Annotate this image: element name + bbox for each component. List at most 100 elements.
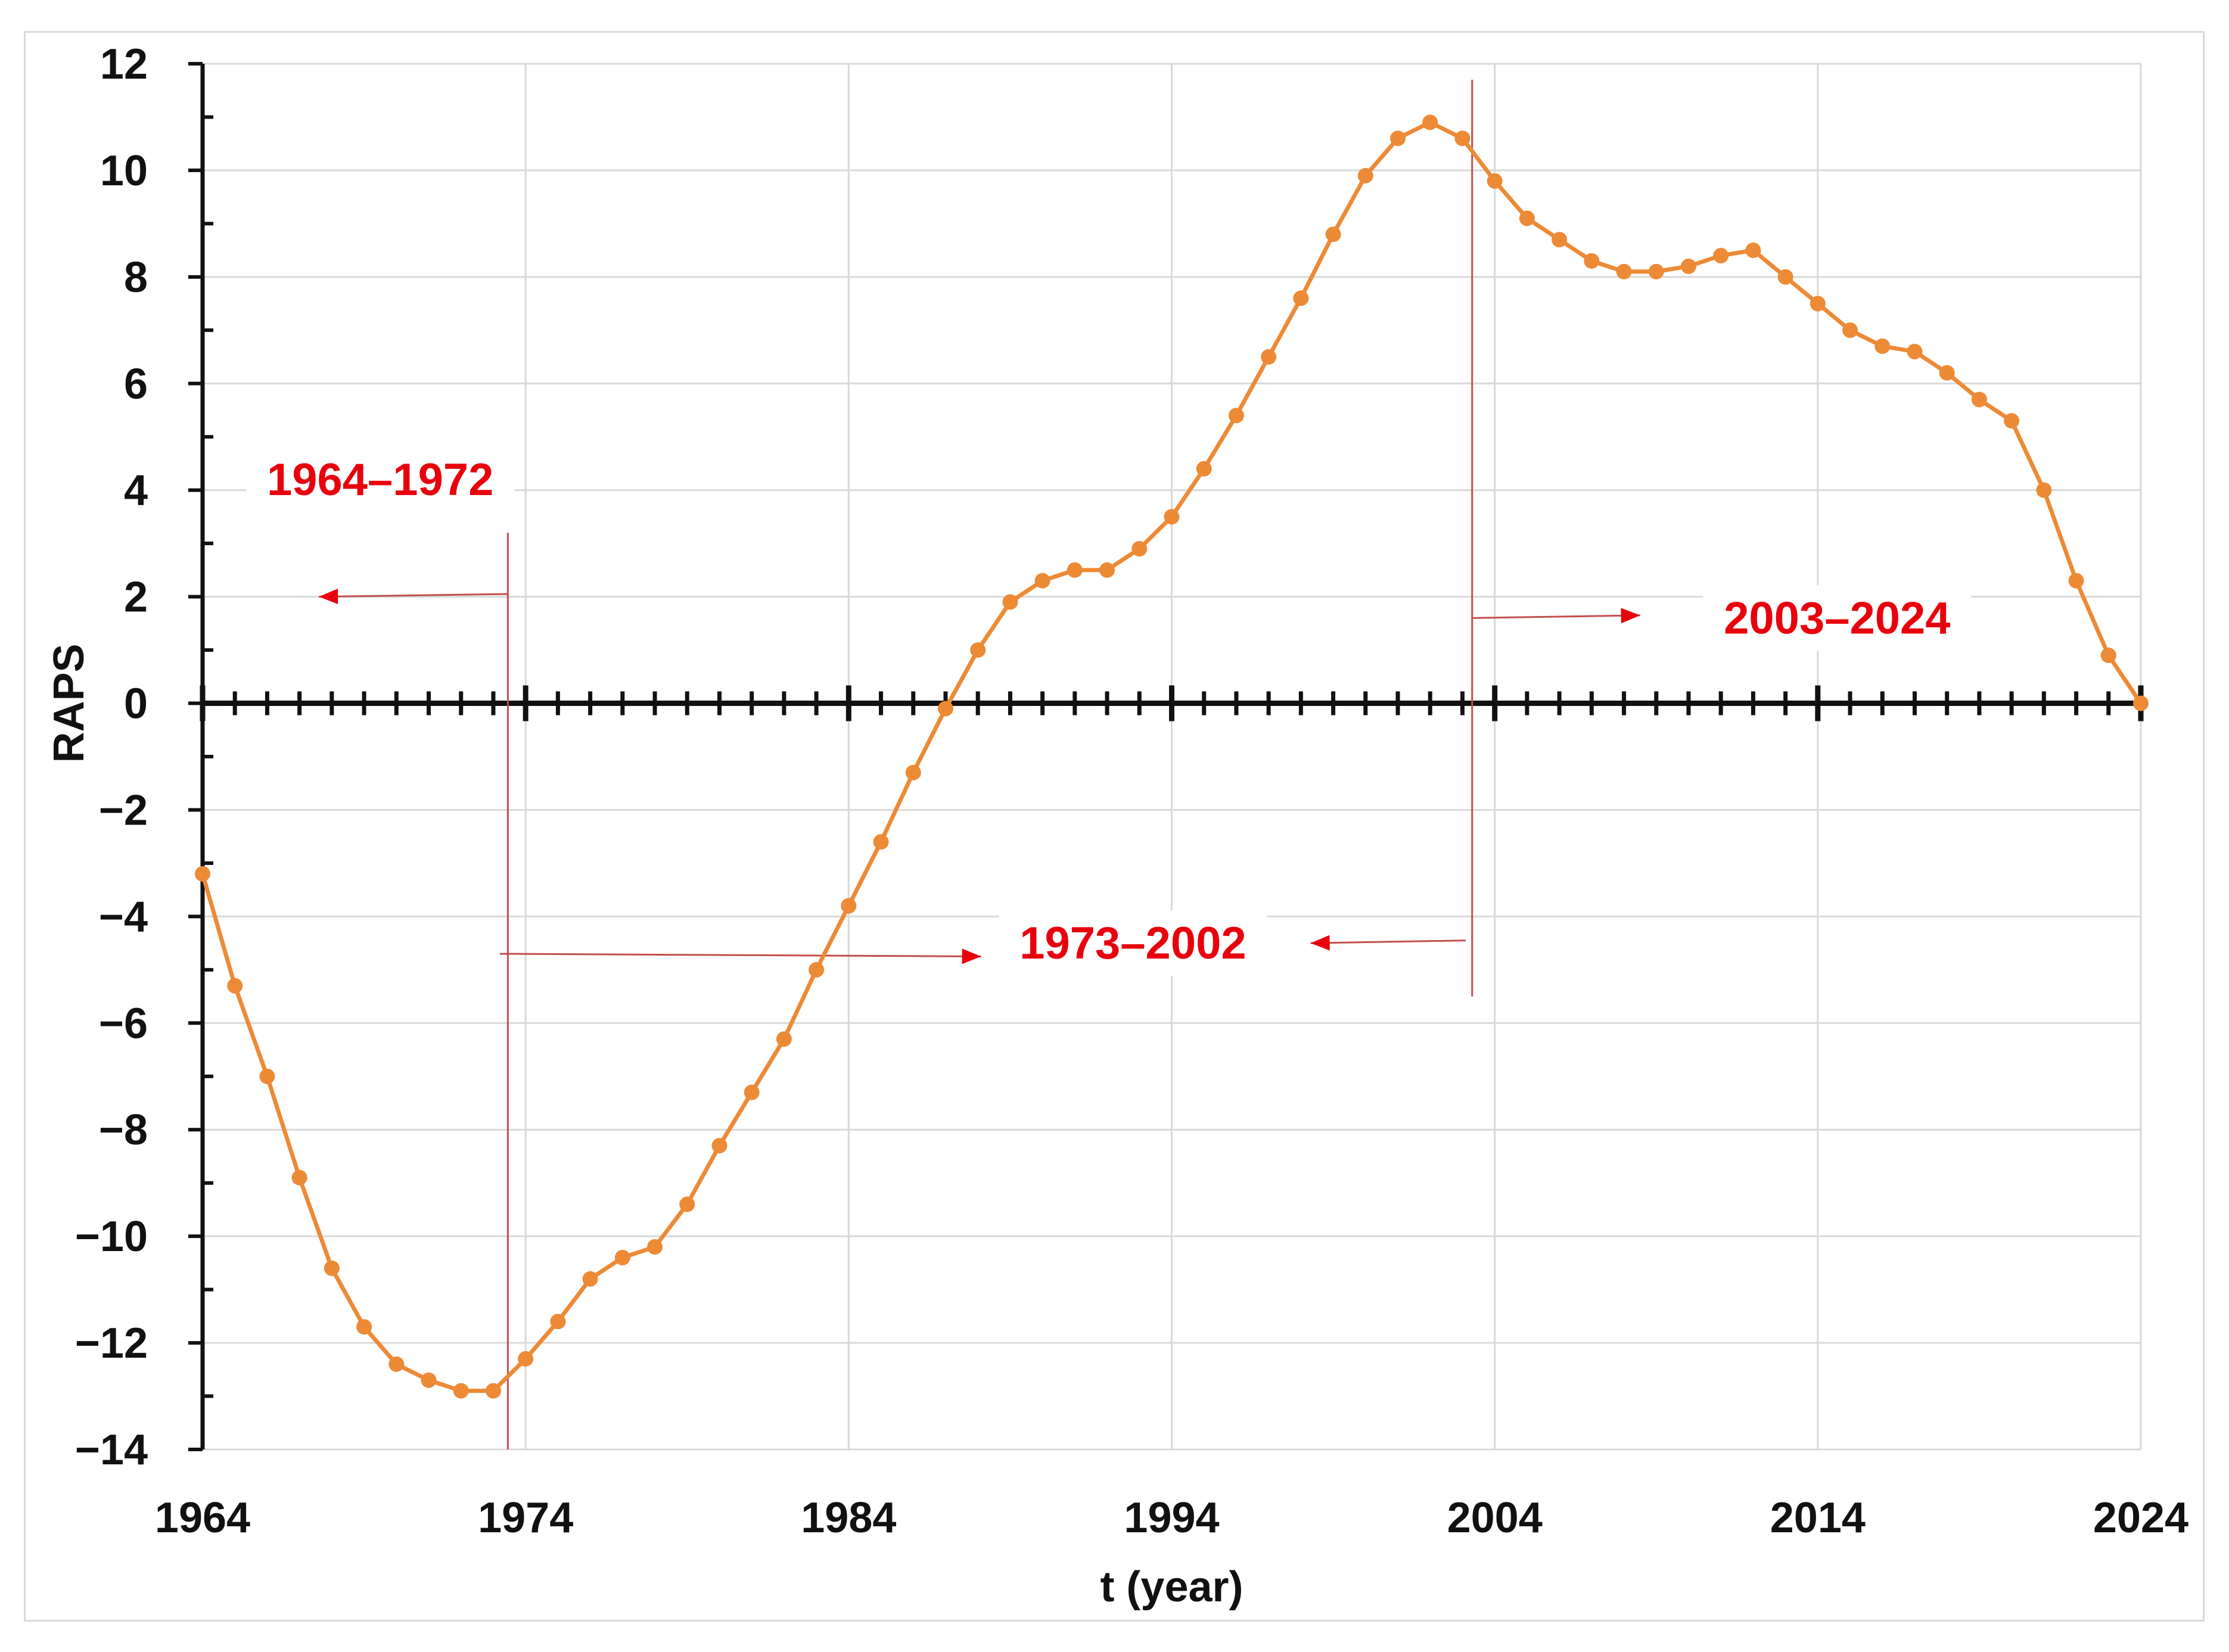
- data-point: [1164, 509, 1180, 525]
- data-point: [841, 898, 857, 914]
- x-tick-label: 1994: [1124, 1494, 1219, 1542]
- data-point: [1745, 242, 1761, 259]
- data-point: [550, 1314, 566, 1330]
- data-point: [518, 1351, 534, 1367]
- y-tick-label: 6: [124, 360, 148, 408]
- annotation-1973-2002: 1973–2002: [1019, 918, 1246, 969]
- y-tick-label: 10: [100, 147, 148, 195]
- y-tick-label: 12: [100, 41, 148, 88]
- annotation-2003-2024: 2003–2024: [1724, 593, 1950, 643]
- data-point: [1261, 349, 1277, 365]
- annotation-1964-1972-background: [246, 446, 515, 512]
- data-point: [809, 962, 825, 978]
- data-point: [259, 1068, 275, 1084]
- arrow-1964-1972-line: [319, 593, 508, 598]
- period-boundaries: [319, 79, 1640, 1449]
- y-tick-label: 0: [124, 680, 148, 728]
- x-tick-label: 1984: [801, 1494, 896, 1542]
- x-axis-title: t (year): [1100, 1563, 1243, 1611]
- grid-lines: [201, 63, 2142, 1451]
- data-point: [2004, 413, 2020, 429]
- data-point: [1810, 295, 1826, 312]
- y-tick-label: −14: [75, 1426, 148, 1474]
- axes: [188, 62, 2144, 1451]
- data-point: [1552, 232, 1568, 248]
- data-point: [324, 1260, 340, 1276]
- data-point: [1616, 263, 1632, 279]
- data-point: [1842, 322, 1858, 338]
- data-point: [1390, 130, 1406, 147]
- data-point: [1131, 541, 1148, 557]
- series-layer: [195, 114, 2149, 1399]
- data-point: [1325, 226, 1341, 242]
- data-point: [356, 1319, 372, 1335]
- data-point: [1293, 290, 1309, 306]
- y-tick-label: 2: [124, 574, 148, 621]
- data-point: [647, 1239, 663, 1255]
- y-tick-label: −12: [75, 1320, 148, 1367]
- data-point: [1228, 407, 1244, 424]
- annotation-2003-2024-background: [1703, 585, 1972, 651]
- data-point: [1454, 130, 1471, 147]
- data-point: [453, 1383, 469, 1399]
- data-point: [1971, 391, 1987, 407]
- arrow-1973-2002-line: [499, 953, 981, 957]
- data-point: [388, 1356, 405, 1372]
- data-point: [1422, 114, 1438, 130]
- data-point: [485, 1383, 501, 1399]
- data-point: [1196, 461, 1212, 477]
- data-point: [1099, 562, 1115, 578]
- data-point: [873, 834, 889, 850]
- y-tick-label: −2: [99, 786, 148, 834]
- data-point: [970, 642, 986, 658]
- period-annotations: 1964–1972 1973–2002 2003–2024: [246, 446, 1972, 976]
- data-point: [195, 866, 210, 882]
- data-point: [679, 1196, 695, 1212]
- arrow-1973-2002-left-head: [1310, 935, 1330, 951]
- data-point: [1907, 344, 1923, 360]
- data-point: [2100, 648, 2116, 664]
- x-tick-label: 2004: [1447, 1494, 1543, 1542]
- data-point: [905, 764, 921, 780]
- y-tick-label: −4: [99, 893, 148, 941]
- x-tick-label: 2014: [1770, 1494, 1866, 1542]
- data-point: [1939, 365, 1955, 381]
- annotation-1973-2002-background: [999, 910, 1267, 976]
- data-point: [2036, 482, 2052, 498]
- arrow-1964-1972-head: [319, 589, 338, 605]
- tick-labels: −14 −12 −10 −8 −6 −4 −2 0 2 4 6 8 10 12 1964 1974 1984 19…: [75, 41, 2188, 1542]
- arrow-2003-2024-head: [1621, 608, 1640, 624]
- data-point: [614, 1249, 630, 1265]
- data-point: [2068, 573, 2084, 589]
- data-point: [1713, 248, 1729, 264]
- data-point: [1648, 263, 1664, 279]
- y-tick-label: −8: [99, 1106, 148, 1154]
- data-point: [1357, 167, 1373, 183]
- data-point: [421, 1372, 437, 1388]
- data-point: [744, 1084, 760, 1100]
- data-point: [711, 1138, 728, 1154]
- data-point: [937, 701, 953, 717]
- data-point: [1487, 173, 1503, 189]
- x-tick-label: 2024: [2093, 1494, 2188, 1542]
- arrow-1973-2002-left-line: [1310, 939, 1466, 944]
- data-point: [1067, 562, 1083, 578]
- y-axis-title: RAPS: [45, 644, 93, 763]
- data-point: [1002, 594, 1018, 610]
- y-tick-label: −6: [99, 1000, 148, 1047]
- data-point: [291, 1169, 307, 1186]
- data-point: [1519, 210, 1535, 226]
- data-point: [1874, 338, 1891, 354]
- arrow-2003-2024-line: [1472, 614, 1640, 619]
- x-tick-label: 1964: [155, 1494, 250, 1542]
- data-point: [227, 978, 243, 994]
- y-tick-label: 4: [124, 467, 148, 515]
- data-point: [582, 1271, 598, 1287]
- data-point: [2133, 695, 2149, 711]
- x-tick-label: 1974: [478, 1494, 573, 1542]
- y-tick-label: 8: [124, 254, 148, 301]
- arrow-1973-2002-head: [962, 948, 981, 965]
- data-point: [1777, 269, 1793, 285]
- data-point: [1584, 253, 1600, 269]
